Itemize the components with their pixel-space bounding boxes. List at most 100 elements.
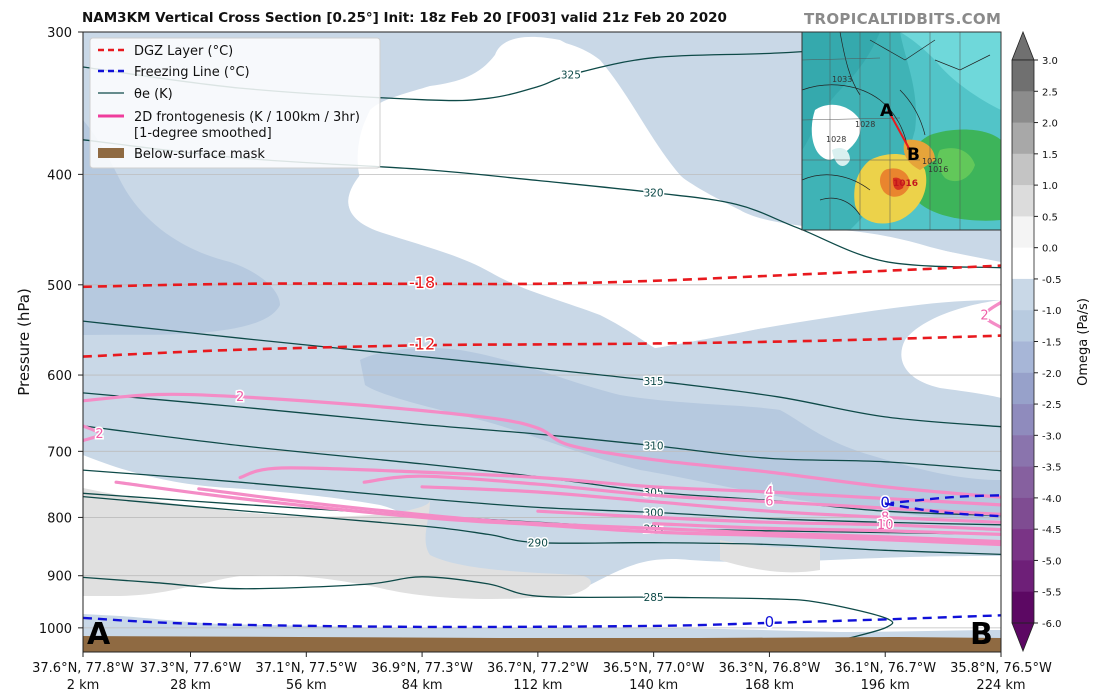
omega-colorbar: 3.0 2.5 2.0 1.5 1.0 0.5 0.0 -0.5 -1.0 -1.5 -2.0 -2.… [1011, 30, 1062, 653]
plot-frame [82, 31, 1002, 653]
theta-e-label-285: 285 [644, 592, 664, 604]
dgz-line--12 [83, 334, 1001, 358]
x-tick-coord-6: 36.3°N, 76.8°W [719, 661, 821, 676]
colorbar-segment-11 [1012, 404, 1034, 436]
x-tick-coord-0: 37.6°N, 77.8°W [32, 661, 134, 676]
y-tick-label-800: 800 [47, 511, 72, 526]
frontogenesis-contour-8 [114, 480, 1001, 547]
omega-area-blue-mid [360, 348, 1001, 520]
colorbar-tick-label-5: 0.5 [1042, 212, 1058, 223]
theta-e-label-315: 315 [644, 376, 664, 388]
frontogenesis-label-5: 8 [881, 510, 889, 525]
colorbar-segment-15 [1012, 529, 1034, 561]
dgz-label--12: -12 [409, 334, 435, 353]
frontogenesis-contour-9 [197, 487, 1001, 544]
freezing-line-0 [83, 614, 1001, 629]
x-tick-dist-7: 196 km [861, 678, 910, 693]
frontogenesis-contour-6 [536, 509, 1001, 532]
x-tick-dist-1: 28 km [170, 678, 211, 693]
y-tick-label-700: 700 [47, 445, 72, 460]
x-tick-dist-3: 84 km [402, 678, 443, 693]
freezing-contours: 00 [83, 492, 1001, 632]
colorbar-label: Omega (Pa/s) [1076, 298, 1091, 386]
x-tick-coord-4: 36.7°N, 77.2°W [487, 661, 589, 676]
inset-isobar-label-6: 1016 [928, 165, 948, 174]
colorbar-segment-1 [1012, 91, 1034, 124]
freezing-line-1 [885, 494, 1001, 505]
colorbar-segment-12 [1012, 435, 1034, 468]
x-tick-dist-6: 168 km [745, 678, 794, 693]
frontogenesis-label-2: 2 [980, 309, 988, 324]
inset-map: A B 1033 1028 1028 1020 1016 1016 [801, 31, 1002, 231]
colorbar-segment-10 [1012, 372, 1034, 405]
frontogenesis-contour-3 [238, 466, 1001, 507]
x-tick-dist-2: 56 km [286, 678, 327, 693]
colorbar-segment-13 [1012, 466, 1034, 499]
colorbar-tick-label-6: 0.0 [1042, 244, 1058, 255]
colorbar-tick-label-2: 2.0 [1042, 119, 1058, 130]
theta-e-label-325: 325 [561, 70, 581, 82]
chart-title: NAM3KM Vertical Cross Section [0.25°] In… [82, 10, 727, 26]
x-tick-coord-8: 35.8°N, 76.5°W [950, 661, 1052, 676]
omega-area-white-top [348, 39, 1001, 348]
frontogenesis-contour-0 [83, 392, 1001, 499]
frontogenesis-contour-1 [83, 424, 102, 443]
colorbar-tick-label-17: -5.5 [1042, 588, 1062, 599]
y-tick-label-500: 500 [47, 279, 72, 294]
frontogenesis-contour-5 [420, 485, 1001, 524]
x-tick-coord-1: 37.3°N, 77.6°W [140, 661, 242, 676]
theta-e-label-320: 320 [644, 188, 664, 200]
frontogenesis-label-1: 2 [95, 427, 103, 442]
brand-watermark: TROPICALTIDBITS.COM [804, 10, 1002, 28]
colorbar-tick-label-15: -4.5 [1042, 525, 1062, 536]
x-axis-ticks: 37.6°N, 77.8°W 2 km 37.3°N, 77.6°W 28 km 37.… [32, 652, 1052, 693]
omega-area-blue-left [83, 120, 280, 335]
y-tick-label-400: 400 [47, 168, 72, 183]
x-tick-dist-5: 140 km [629, 678, 678, 693]
dgz-line--18 [83, 264, 1001, 289]
below-surface-mask [83, 636, 1001, 652]
colorbar-tick-label-14: -4.0 [1042, 494, 1062, 505]
positive-omega-right [720, 540, 820, 573]
x-tick-dist-8: 224 km [976, 678, 1025, 693]
theta-e-contour-310 [83, 392, 1001, 472]
frontogenesis-contour-2 [982, 300, 1001, 330]
inset-isobar-label-2: 1028 [855, 120, 875, 129]
inset-isobar-label-5: 1016 [893, 179, 918, 189]
colorbar-segment-3 [1012, 153, 1034, 186]
frontogenesis-label-0: 2 [236, 390, 244, 405]
colorbar-segment-8 [1012, 310, 1034, 342]
inset-label-b: B [907, 145, 920, 165]
y-tick-label-600: 600 [47, 369, 72, 384]
inset-isobar-label-3: 1028 [826, 135, 846, 144]
colorbar-tick-label-10: -2.0 [1042, 369, 1062, 380]
inset-isobar-label-4: 1020 [922, 157, 942, 166]
colorbar-segment-4 [1012, 185, 1034, 217]
colorbar-segment-6 [1012, 247, 1034, 280]
colorbar-tick-label-4: 1.0 [1042, 181, 1058, 192]
colorbar-extend-top [1011, 30, 1035, 61]
y-axis-label: Pressure (hPa) [15, 288, 33, 396]
frontogenesis-label-3: 4 [765, 485, 773, 500]
frontogenesis-label-4: 6 [765, 495, 773, 510]
positive-omega-areas [83, 488, 820, 600]
colorbar-tick-label-7: -0.5 [1042, 275, 1062, 286]
x-tick-dist-0: 2 km [67, 678, 100, 693]
legend-mask-label: Below-surface mask [134, 147, 265, 162]
colorbar-segment-9 [1012, 341, 1034, 374]
colorbar-tick-label-12: -3.0 [1042, 431, 1062, 442]
x-tick-coord-2: 37.1°N, 77.5°W [255, 661, 357, 676]
x-tick-coord-3: 36.9°N, 77.3°W [371, 661, 473, 676]
colorbar-segment-2 [1012, 122, 1034, 155]
colorbar-segment-16 [1012, 560, 1034, 593]
legend: DGZ Layer (°C) Freezing Line (°C) θe (K)… [89, 37, 381, 169]
y-tick-label-900: 900 [47, 570, 72, 585]
freezing-label-0: 0 [765, 613, 775, 631]
legend-mask-swatch [98, 148, 124, 158]
inset-isobar-label-1: 1033 [832, 75, 852, 84]
endpoint-a-label: A [87, 617, 111, 652]
colorbar-tick-label-0: 3.0 [1042, 56, 1058, 67]
theta-e-contour-285 [83, 576, 894, 644]
colorbar-tick-label-16: -5.0 [1042, 556, 1062, 567]
